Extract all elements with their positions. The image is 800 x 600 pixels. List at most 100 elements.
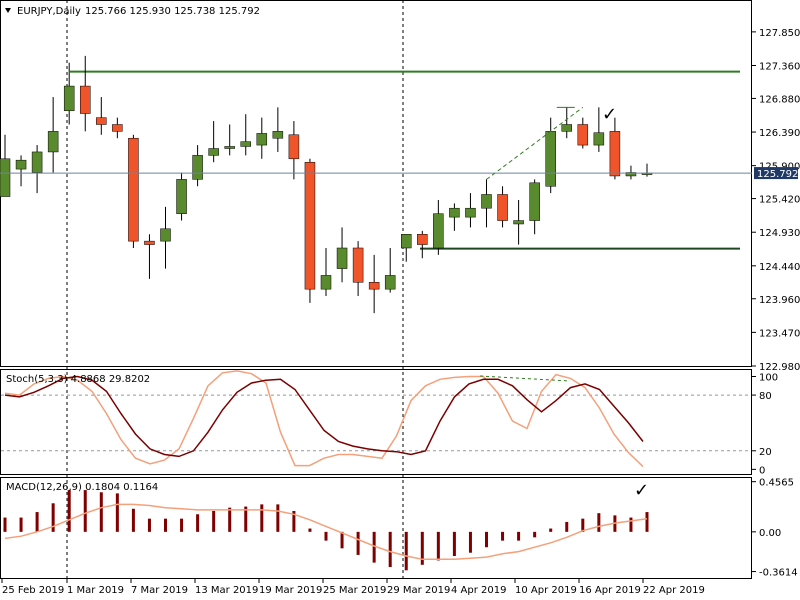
macd-bar: [324, 531, 328, 541]
support-resistance-levels: [70, 70, 740, 250]
candle-body: [304, 161, 316, 290]
candle-body: [449, 207, 460, 218]
price-tick-label: 126.390: [759, 128, 800, 139]
price-tick-label: 123.470: [759, 328, 800, 339]
macd-bar: [228, 507, 232, 532]
candle-body: [497, 194, 508, 221]
candle-body: [144, 240, 155, 245]
dropdown-triangle-icon[interactable]: [5, 8, 11, 13]
candle-body: [256, 133, 268, 146]
candle-body: [240, 141, 251, 147]
macd-tick-label: -0.3614: [759, 568, 798, 579]
candle-body: [529, 182, 540, 221]
trendlines: [486, 106, 584, 180]
trendline: [486, 106, 584, 180]
macd-bar: [452, 531, 456, 557]
price-tick-label: 124.440: [759, 262, 800, 273]
time-tick-label: 10 Apr 2019: [515, 585, 577, 596]
macd-bar: [147, 518, 151, 532]
macd-bar: [501, 531, 505, 541]
macd-bar: [19, 517, 23, 532]
time-tick-label: 7 Mar 2019: [131, 585, 188, 596]
price-marker: 125.792: [754, 167, 798, 180]
stoch-signal-line: [4, 370, 644, 468]
stoch-axis: 100 80 20 0: [752, 373, 778, 476]
time-tick-label: 29 Mar 2019: [387, 585, 450, 596]
macd-bar: [388, 531, 392, 568]
macd-bar: [244, 506, 248, 532]
candle-body: [96, 117, 107, 125]
macd-axis: 0.4565 0.00 -0.3614: [752, 478, 798, 579]
macd-bar: [517, 531, 521, 541]
macd-bar: [276, 504, 280, 532]
candle-body: [224, 146, 235, 149]
macd-bar: [51, 503, 55, 532]
candle-body: [80, 85, 91, 114]
macd-bar: [35, 512, 39, 532]
price-tick-label: 124.930: [759, 228, 800, 239]
time-tick-label: 25 Mar 2019: [323, 585, 386, 596]
macd-tick-label: 0.4565: [759, 478, 794, 489]
candles: [0, 55, 653, 314]
symbol-label: EURJPY,Daily: [17, 6, 81, 17]
macd-tick-label: 0.00: [759, 528, 781, 539]
macd-bar: [196, 514, 200, 532]
time-axis: 25 Feb 2019 1 Mar 2019 7 Mar 2019 13 Mar 20…: [1, 578, 705, 596]
candle-body: [176, 179, 187, 214]
price-tick-label: 122.980: [759, 362, 800, 373]
candle-body: [15, 159, 27, 170]
macd-bar: [372, 531, 376, 563]
macd-bar: [565, 521, 569, 532]
macd-bar: [581, 518, 585, 532]
macd-bar: [212, 510, 216, 532]
candle-body: [384, 275, 396, 290]
time-tick-label: 1 Mar 2019: [67, 585, 124, 596]
candle-body: [160, 228, 171, 242]
macd-bar: [404, 531, 408, 571]
candle-body: [577, 124, 589, 146]
price-marker-text: 125.792: [757, 169, 798, 180]
check-mark-icon: ✓: [602, 104, 617, 125]
candle-body: [401, 234, 412, 249]
macd-bar: [99, 492, 103, 532]
macd-bar: [131, 508, 135, 532]
candle-body: [465, 207, 476, 218]
macd-bar: [645, 512, 649, 532]
candle-body: [112, 124, 123, 132]
candle-body: [513, 220, 524, 225]
macd-signal-line: [4, 503, 648, 561]
candle-body: [47, 131, 59, 153]
time-tick-label: 4 Apr 2019: [451, 585, 506, 596]
macd-bar: [3, 517, 7, 532]
stoch-label: Stoch(5,3,3) 4.8868 29.8202: [6, 374, 150, 385]
candle-body: [561, 124, 572, 132]
time-tick-label: 22 Apr 2019: [643, 585, 705, 596]
macd-bar: [180, 518, 184, 532]
macd-bar: [549, 528, 553, 532]
stoch-tick-label: 20: [759, 447, 772, 458]
macd-bar: [597, 513, 601, 532]
check-mark-icon: ✓: [634, 480, 649, 501]
macd-bar: [164, 518, 167, 532]
macd-histogram: [3, 490, 649, 571]
macd-bar: [260, 504, 264, 532]
price-tick-label: 123.960: [759, 295, 800, 306]
candle-body: [368, 282, 380, 290]
macd-pane: [0, 477, 752, 579]
candle-body: [417, 234, 428, 245]
price-tick-label: 126.880: [759, 94, 800, 105]
stoch-main-line: [4, 375, 644, 458]
macd-bar: [436, 531, 440, 561]
macd-bar: [115, 493, 119, 532]
macd-bar: [83, 490, 87, 532]
macd-bar: [308, 528, 312, 532]
ohlc-values: 125.766 125.930 125.738 125.792: [85, 6, 260, 17]
candle-body: [0, 158, 11, 197]
time-tick-label: 16 Apr 2019: [579, 585, 641, 596]
price-pane: [0, 0, 752, 367]
time-tick-label: 25 Feb 2019: [2, 585, 64, 596]
price-tick-label: 125.420: [759, 195, 800, 206]
stoch-tick-label: 100: [759, 373, 778, 384]
candle-body: [481, 194, 492, 209]
